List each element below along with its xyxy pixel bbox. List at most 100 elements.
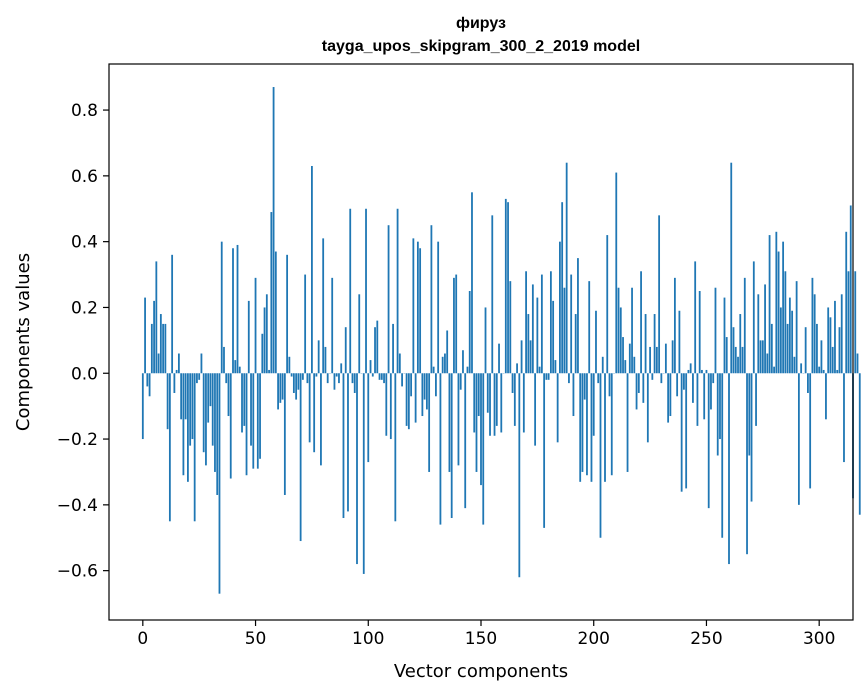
bar xyxy=(448,373,451,472)
bar xyxy=(606,235,609,374)
y-axis-label: Components values xyxy=(13,253,34,431)
bar xyxy=(710,373,712,410)
bar xyxy=(676,373,679,397)
bar xyxy=(308,373,311,443)
bar xyxy=(270,212,273,374)
bar xyxy=(644,314,647,374)
bar xyxy=(180,373,183,420)
bar xyxy=(858,373,861,515)
bar xyxy=(394,373,397,522)
bar xyxy=(843,373,845,463)
bar xyxy=(599,373,602,538)
bar xyxy=(398,353,401,374)
bar xyxy=(150,323,153,374)
bar xyxy=(840,294,843,374)
bar xyxy=(435,373,437,397)
bar xyxy=(198,373,201,380)
bar xyxy=(385,373,388,436)
bar xyxy=(741,346,744,374)
bar xyxy=(236,244,239,374)
bar xyxy=(811,277,814,374)
bar xyxy=(631,287,633,374)
bar xyxy=(419,248,422,374)
bar xyxy=(511,373,514,393)
bar xyxy=(734,346,737,374)
bar xyxy=(757,294,760,374)
bar xyxy=(797,373,800,505)
bar xyxy=(786,323,789,374)
bar xyxy=(401,373,403,387)
bar xyxy=(714,287,717,374)
bar xyxy=(764,284,766,374)
bar xyxy=(392,323,394,374)
bar xyxy=(261,333,264,374)
chart-subtitle: tayga_upos_skipgram_300_2_2019 model xyxy=(322,38,640,55)
bar xyxy=(809,373,812,489)
bar xyxy=(407,373,410,430)
bar xyxy=(646,373,649,443)
bar xyxy=(536,297,539,374)
bar xyxy=(396,208,399,374)
bar xyxy=(238,366,241,374)
bar xyxy=(559,241,561,374)
bar xyxy=(301,373,304,380)
bar xyxy=(268,369,270,374)
bar xyxy=(696,373,699,426)
bar xyxy=(378,373,381,380)
bar xyxy=(633,356,636,374)
bar xyxy=(750,373,753,502)
bar xyxy=(755,373,757,426)
bar xyxy=(193,373,196,522)
bar xyxy=(290,373,293,377)
bar xyxy=(504,198,507,374)
bar xyxy=(202,373,205,453)
bar xyxy=(597,373,600,384)
bar xyxy=(229,373,232,479)
bar xyxy=(847,271,850,374)
bar xyxy=(304,274,307,374)
bar xyxy=(831,346,834,374)
bar xyxy=(168,373,171,522)
bar xyxy=(441,356,444,374)
bar xyxy=(608,373,611,397)
bar xyxy=(216,373,219,495)
bar xyxy=(162,323,165,374)
bar xyxy=(144,297,146,374)
bar xyxy=(455,274,458,374)
bar xyxy=(604,373,606,482)
y-tick-label: 0.8 xyxy=(71,101,98,121)
bar xyxy=(651,373,654,380)
bar xyxy=(205,373,207,466)
bar xyxy=(453,277,455,374)
bar xyxy=(692,373,694,403)
bar xyxy=(446,330,449,374)
bar xyxy=(245,373,248,476)
bar xyxy=(658,215,661,374)
bar xyxy=(590,373,593,482)
bar xyxy=(234,360,237,374)
bar xyxy=(807,373,809,393)
bar xyxy=(779,307,782,374)
bar xyxy=(220,241,223,374)
bar xyxy=(473,373,476,433)
bar xyxy=(619,307,622,374)
bar xyxy=(387,225,390,374)
bar xyxy=(468,291,471,374)
bar xyxy=(184,373,187,420)
bar xyxy=(761,340,764,374)
bar xyxy=(349,208,352,374)
bar xyxy=(795,281,798,374)
bar xyxy=(421,373,424,417)
bar xyxy=(500,373,503,433)
bar xyxy=(241,373,243,433)
bar xyxy=(568,373,570,384)
bar xyxy=(628,343,631,374)
bar xyxy=(549,271,552,374)
bar xyxy=(306,373,309,384)
y-tick-label: −0.6 xyxy=(57,562,98,582)
bar xyxy=(592,373,595,436)
plot-frame xyxy=(108,63,854,621)
bar xyxy=(410,373,413,397)
x-tick-label: 150 xyxy=(465,629,497,649)
bar xyxy=(207,373,210,423)
